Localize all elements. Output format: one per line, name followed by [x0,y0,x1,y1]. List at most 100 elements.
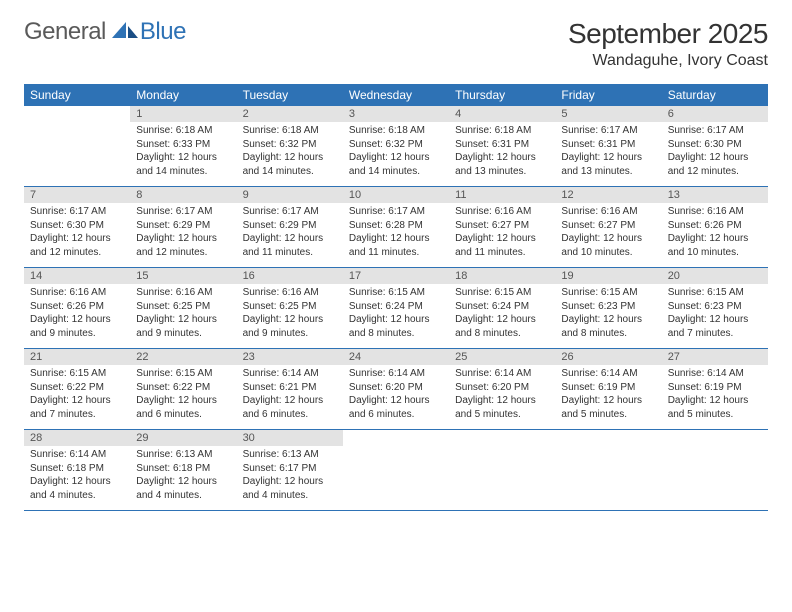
day-data-cell: Sunrise: 6:17 AMSunset: 6:28 PMDaylight:… [343,203,449,268]
day-data-cell [555,446,661,511]
day-data-cell: Sunrise: 6:14 AMSunset: 6:19 PMDaylight:… [555,365,661,430]
day-data-cell: Sunrise: 6:16 AMSunset: 6:26 PMDaylight:… [24,284,130,349]
day-data-cell: Sunrise: 6:17 AMSunset: 6:29 PMDaylight:… [130,203,236,268]
daylight-text: Daylight: 12 hours and 8 minutes. [349,313,443,340]
day-data-row: Sunrise: 6:17 AMSunset: 6:30 PMDaylight:… [24,203,768,268]
sunset-text: Sunset: 6:33 PM [136,138,230,152]
day-number-cell [24,106,130,122]
sunrise-text: Sunrise: 6:14 AM [561,367,655,381]
daylight-text: Daylight: 12 hours and 9 minutes. [30,313,124,340]
daylight-text: Daylight: 12 hours and 7 minutes. [668,313,762,340]
day-data-cell [662,446,768,511]
day-data-cell: Sunrise: 6:15 AMSunset: 6:24 PMDaylight:… [343,284,449,349]
sunset-text: Sunset: 6:17 PM [243,462,337,476]
weekday-header: Saturday [662,84,768,106]
sunset-text: Sunset: 6:18 PM [30,462,124,476]
day-data-cell: Sunrise: 6:14 AMSunset: 6:18 PMDaylight:… [24,446,130,511]
day-data-cell: Sunrise: 6:18 AMSunset: 6:33 PMDaylight:… [130,122,236,187]
daylight-text: Daylight: 12 hours and 11 minutes. [243,232,337,259]
weekday-header: Sunday [24,84,130,106]
day-number-row: 78910111213 [24,187,768,204]
daylight-text: Daylight: 12 hours and 10 minutes. [668,232,762,259]
day-number-cell [555,430,661,447]
day-number-cell: 7 [24,187,130,204]
day-data-cell: Sunrise: 6:18 AMSunset: 6:32 PMDaylight:… [343,122,449,187]
sunset-text: Sunset: 6:28 PM [349,219,443,233]
daylight-text: Daylight: 12 hours and 14 minutes. [136,151,230,178]
daylight-text: Daylight: 12 hours and 6 minutes. [349,394,443,421]
daylight-text: Daylight: 12 hours and 9 minutes. [136,313,230,340]
day-number-cell: 22 [130,349,236,366]
day-number-row: 21222324252627 [24,349,768,366]
sunset-text: Sunset: 6:24 PM [455,300,549,314]
day-number-cell: 11 [449,187,555,204]
day-number-row: 282930 [24,430,768,447]
day-number-cell: 17 [343,268,449,285]
calendar-table: Sunday Monday Tuesday Wednesday Thursday… [24,84,768,511]
sunrise-text: Sunrise: 6:17 AM [30,205,124,219]
sunset-text: Sunset: 6:26 PM [30,300,124,314]
sunrise-text: Sunrise: 6:16 AM [30,286,124,300]
sunrise-text: Sunrise: 6:15 AM [668,286,762,300]
day-number-cell: 18 [449,268,555,285]
day-number-cell: 20 [662,268,768,285]
sunrise-text: Sunrise: 6:15 AM [455,286,549,300]
sunrise-text: Sunrise: 6:15 AM [136,367,230,381]
sunset-text: Sunset: 6:24 PM [349,300,443,314]
day-number-cell: 5 [555,106,661,122]
sunrise-text: Sunrise: 6:16 AM [455,205,549,219]
day-data-row: Sunrise: 6:15 AMSunset: 6:22 PMDaylight:… [24,365,768,430]
sunrise-text: Sunrise: 6:15 AM [561,286,655,300]
day-data-cell: Sunrise: 6:13 AMSunset: 6:18 PMDaylight:… [130,446,236,511]
sunset-text: Sunset: 6:19 PM [561,381,655,395]
sunrise-text: Sunrise: 6:18 AM [455,124,549,138]
daylight-text: Daylight: 12 hours and 4 minutes. [136,475,230,502]
daylight-text: Daylight: 12 hours and 13 minutes. [455,151,549,178]
day-number-cell: 28 [24,430,130,447]
sunset-text: Sunset: 6:22 PM [30,381,124,395]
daylight-text: Daylight: 12 hours and 12 minutes. [668,151,762,178]
sunrise-text: Sunrise: 6:15 AM [30,367,124,381]
day-number-cell: 4 [449,106,555,122]
day-number-cell [449,430,555,447]
day-data-cell: Sunrise: 6:15 AMSunset: 6:23 PMDaylight:… [662,284,768,349]
sunset-text: Sunset: 6:31 PM [455,138,549,152]
day-number-cell: 30 [237,430,343,447]
day-number-cell: 21 [24,349,130,366]
day-data-cell: Sunrise: 6:18 AMSunset: 6:32 PMDaylight:… [237,122,343,187]
sunset-text: Sunset: 6:20 PM [455,381,549,395]
day-data-cell: Sunrise: 6:18 AMSunset: 6:31 PMDaylight:… [449,122,555,187]
sunset-text: Sunset: 6:25 PM [136,300,230,314]
location: Wandaguhe, Ivory Coast [568,52,768,70]
daylight-text: Daylight: 12 hours and 5 minutes. [455,394,549,421]
day-number-cell: 24 [343,349,449,366]
logo-text-blue: Blue [140,18,186,46]
daylight-text: Daylight: 12 hours and 11 minutes. [455,232,549,259]
sunset-text: Sunset: 6:32 PM [349,138,443,152]
day-number-cell: 10 [343,187,449,204]
day-number-cell: 2 [237,106,343,122]
day-number-row: 123456 [24,106,768,122]
daylight-text: Daylight: 12 hours and 6 minutes. [243,394,337,421]
title-block: September 2025 Wandaguhe, Ivory Coast [568,18,768,70]
day-number-cell: 3 [343,106,449,122]
day-number-cell: 15 [130,268,236,285]
day-number-cell: 8 [130,187,236,204]
sunrise-text: Sunrise: 6:13 AM [136,448,230,462]
weekday-header: Tuesday [237,84,343,106]
sunrise-text: Sunrise: 6:18 AM [136,124,230,138]
day-number-cell: 26 [555,349,661,366]
sunset-text: Sunset: 6:27 PM [561,219,655,233]
logo-text-general: General [24,18,106,46]
daylight-text: Daylight: 12 hours and 14 minutes. [349,151,443,178]
sunrise-text: Sunrise: 6:18 AM [243,124,337,138]
day-number-cell [662,430,768,447]
day-data-cell: Sunrise: 6:14 AMSunset: 6:19 PMDaylight:… [662,365,768,430]
sunset-text: Sunset: 6:29 PM [243,219,337,233]
day-number-cell: 23 [237,349,343,366]
sunrise-text: Sunrise: 6:14 AM [243,367,337,381]
weekday-header: Wednesday [343,84,449,106]
sunrise-text: Sunrise: 6:14 AM [455,367,549,381]
day-number-cell: 16 [237,268,343,285]
day-number-cell: 14 [24,268,130,285]
